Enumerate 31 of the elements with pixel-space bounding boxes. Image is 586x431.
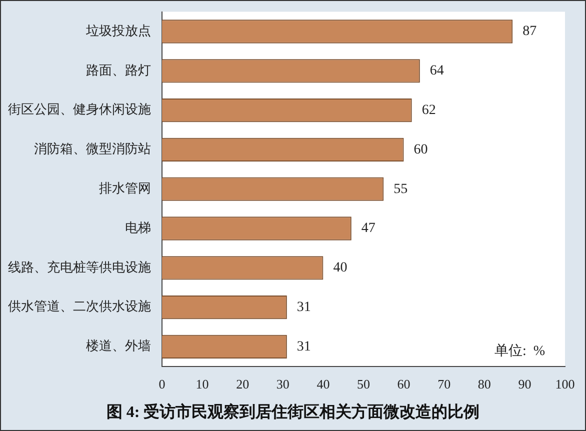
x-tick-label: 40 bbox=[316, 376, 330, 392]
y-tick-label: 楼道、外墙 bbox=[86, 338, 151, 354]
x-tick-label: 90 bbox=[518, 376, 532, 392]
data-label: 40 bbox=[333, 260, 348, 276]
data-label: 31 bbox=[296, 300, 311, 315]
y-tick-label: 供水管道、二次供水设施 bbox=[8, 298, 151, 314]
y-tick-label: 线路、充电桩等供电设施 bbox=[8, 259, 151, 274]
x-tick-label: 70 bbox=[438, 376, 451, 392]
x-tick-label: 60 bbox=[397, 376, 410, 392]
data-label: 31 bbox=[296, 339, 311, 354]
y-tick-label: 排水管网 bbox=[99, 180, 151, 196]
data-label: 55 bbox=[394, 182, 408, 197]
x-tick-label: 10 bbox=[196, 376, 209, 392]
text: 图 4: 受访市民观察到居住街区相关方面微改造的比例 bbox=[105, 402, 481, 423]
y-tick-label: 路面、路灯 bbox=[86, 62, 151, 78]
y-tick-label: 街区公园、健身休闲设施 bbox=[8, 102, 151, 117]
y-tick-label: 垃圾投放点 bbox=[85, 22, 151, 38]
x-tick-label: 30 bbox=[276, 376, 290, 392]
y-tick-label: 电梯 bbox=[125, 220, 151, 235]
data-label: 62 bbox=[422, 102, 436, 118]
data-label: 87 bbox=[522, 24, 537, 40]
data-label: 47 bbox=[361, 221, 376, 236]
x-tick-label: 100 bbox=[555, 376, 575, 392]
data-label: 64 bbox=[430, 64, 444, 79]
y-tick-label: 消防箱、微型消防站 bbox=[34, 141, 151, 156]
x-tick-label: 80 bbox=[478, 376, 491, 392]
x-tick-label: 20 bbox=[236, 376, 250, 392]
x-tick-label: 0 bbox=[158, 376, 166, 392]
x-tick-label: 50 bbox=[357, 376, 370, 392]
data-label: 60 bbox=[414, 142, 428, 158]
annotation: 单位: % bbox=[494, 343, 546, 360]
